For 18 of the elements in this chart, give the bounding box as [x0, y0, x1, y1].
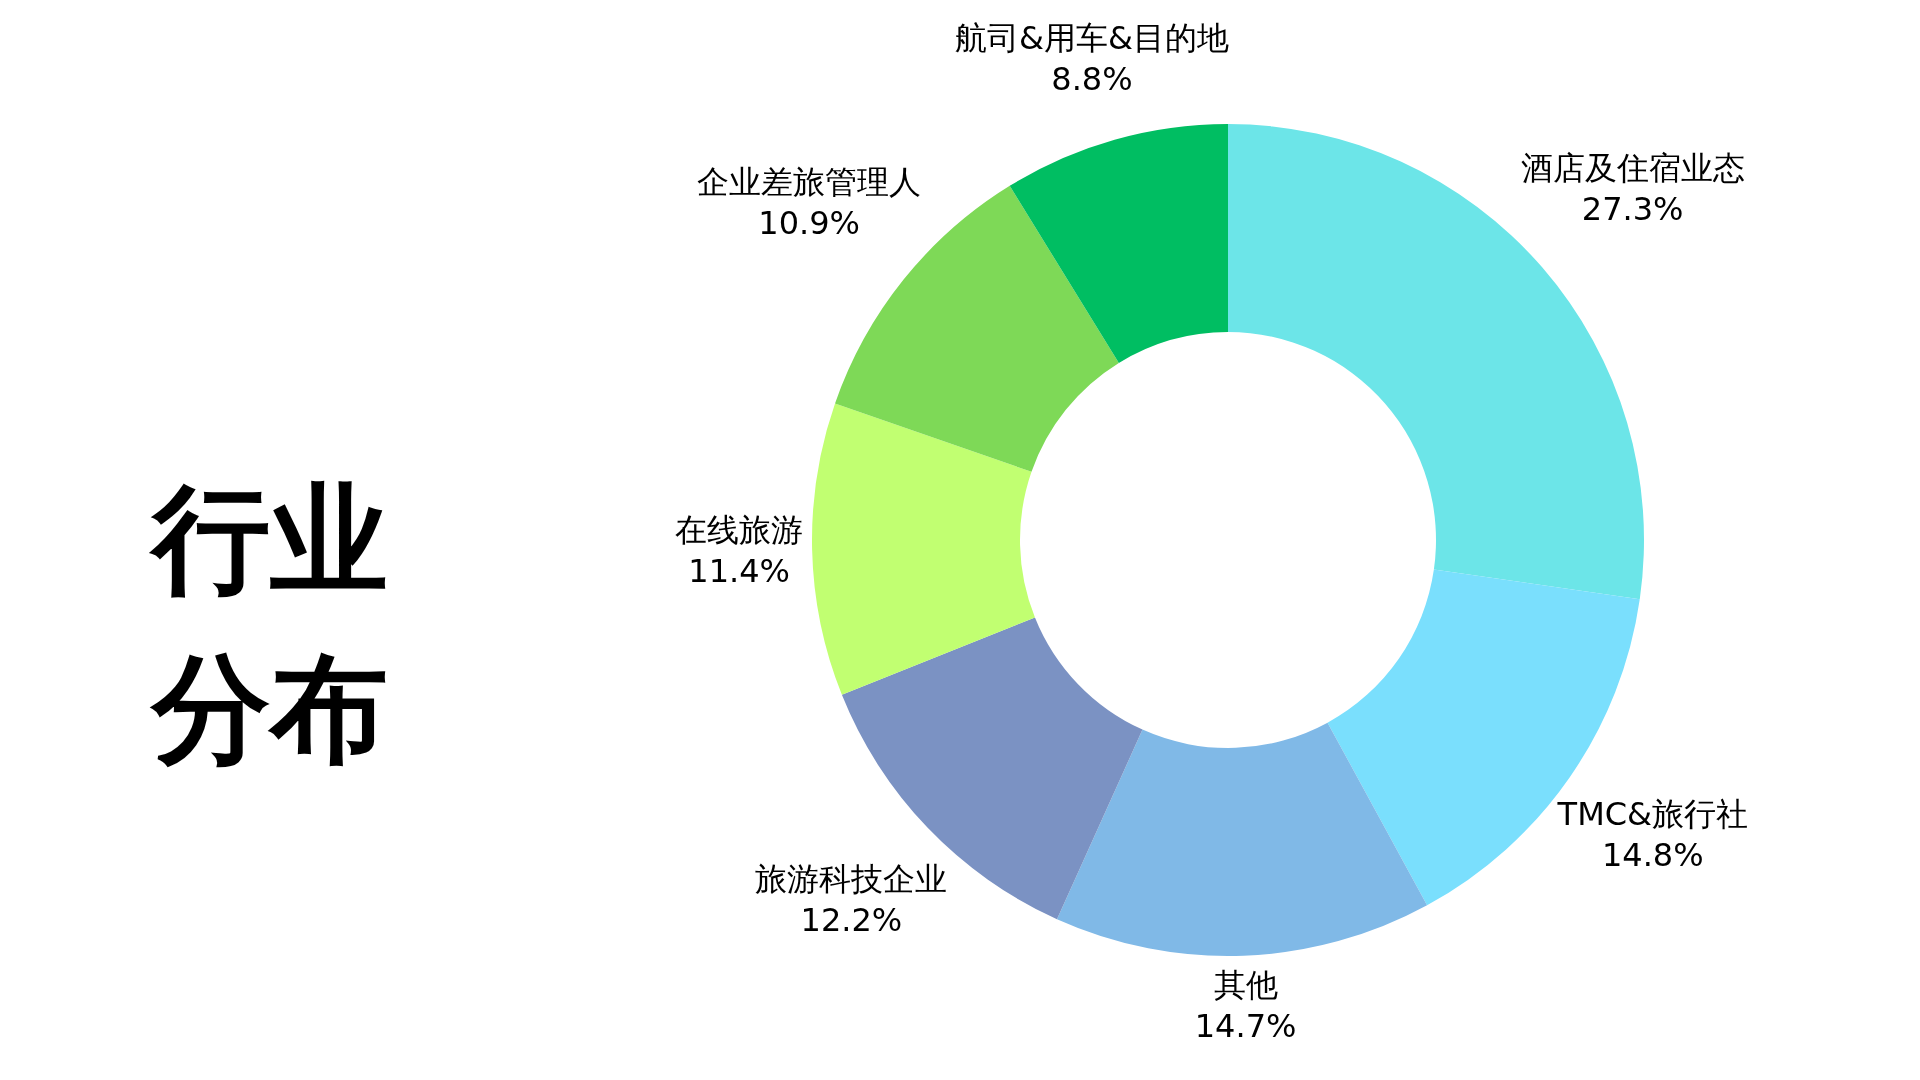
donut-slice: [1009, 124, 1228, 363]
data-label: 14.7%: [1194, 1006, 1297, 1045]
data-label: 11.4%: [688, 552, 791, 591]
slice-label: 航司&用车&目的地: [954, 19, 1229, 58]
slice-label: 其他: [1213, 965, 1278, 1004]
slice-label: 在线旅游: [675, 511, 804, 550]
slice-label: TMC&旅行社: [1556, 794, 1749, 833]
text: 行业分布: [148, 470, 388, 778]
data-label: 27.3%: [1581, 189, 1684, 228]
slice-label: 企业差旅管理人: [697, 163, 922, 202]
slice-label: 酒店及住宿业态: [1520, 148, 1745, 187]
data-label: 14.8%: [1601, 835, 1704, 874]
data-label: 12.2%: [800, 901, 903, 940]
donut-slice: [812, 403, 1035, 695]
data-label: 10.9%: [758, 204, 861, 243]
donut-slice: [1056, 722, 1428, 956]
data-label: 8.8%: [1051, 60, 1133, 99]
slice-label: 旅游科技企业: [755, 860, 948, 899]
